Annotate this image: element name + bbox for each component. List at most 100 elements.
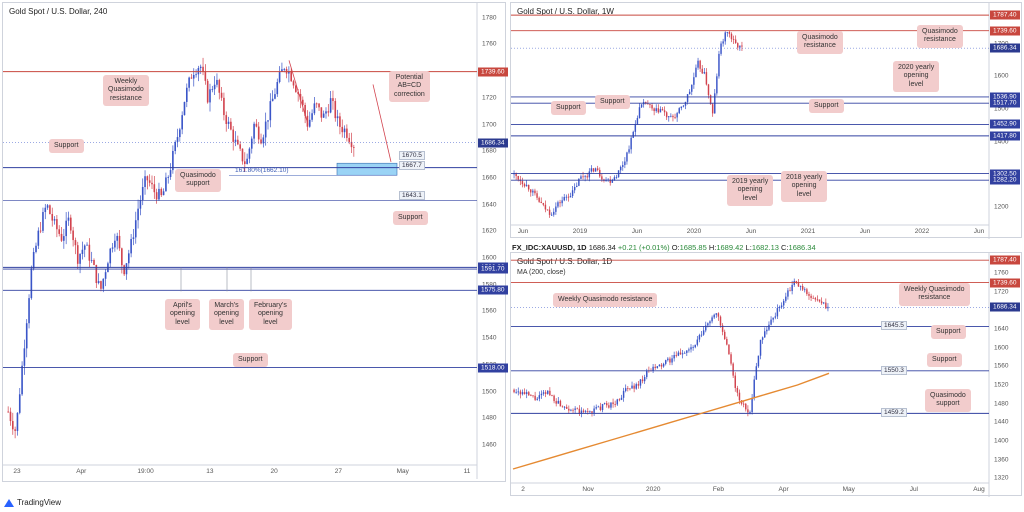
last-price: 1686.34 bbox=[588, 243, 616, 252]
candle bbox=[528, 390, 530, 396]
candle bbox=[688, 89, 691, 95]
candle bbox=[701, 65, 703, 74]
y-tick-label: 1580 bbox=[482, 281, 497, 289]
note-quasimodo-support: Quasimodo support bbox=[175, 169, 221, 192]
abcd-target-zone bbox=[336, 162, 398, 176]
candle bbox=[90, 251, 93, 263]
note-support-c: Support bbox=[809, 99, 844, 114]
candle bbox=[627, 385, 629, 392]
candle bbox=[248, 147, 251, 164]
candle bbox=[53, 216, 56, 225]
candle bbox=[622, 387, 625, 402]
candle bbox=[313, 96, 316, 116]
candle bbox=[267, 120, 269, 130]
x-tick-label: 2 bbox=[521, 486, 525, 493]
candle bbox=[555, 398, 557, 407]
candle bbox=[791, 280, 793, 295]
candle bbox=[674, 113, 676, 120]
candle bbox=[211, 85, 214, 93]
candle bbox=[530, 394, 532, 397]
candle bbox=[93, 258, 95, 266]
candle bbox=[643, 374, 646, 384]
candle bbox=[288, 66, 290, 83]
candle bbox=[692, 345, 694, 351]
candle bbox=[565, 194, 568, 201]
x-tick-label: May bbox=[396, 468, 409, 475]
candle bbox=[102, 278, 105, 293]
candle bbox=[593, 405, 595, 416]
candle bbox=[137, 199, 139, 229]
candle bbox=[691, 84, 693, 96]
candle bbox=[603, 402, 606, 405]
chart-title: Gold Spot / U.S. Dollar, 1D bbox=[517, 257, 613, 266]
note-aprils-opening-level: April's opening level bbox=[165, 299, 200, 331]
candle bbox=[610, 402, 612, 410]
candle bbox=[605, 177, 607, 182]
candle bbox=[192, 68, 195, 87]
candle bbox=[827, 303, 829, 312]
candle bbox=[757, 355, 760, 368]
chart-title: Gold Spot / U.S. Dollar, 240 bbox=[9, 7, 108, 16]
candle bbox=[79, 253, 81, 274]
x-tick-label: Jun bbox=[859, 228, 871, 235]
candle bbox=[699, 59, 701, 72]
candle bbox=[301, 96, 304, 112]
candle bbox=[325, 107, 327, 119]
candle bbox=[681, 349, 684, 359]
candle bbox=[269, 93, 272, 128]
candle bbox=[726, 31, 729, 37]
candle bbox=[234, 131, 237, 147]
candle bbox=[586, 172, 588, 180]
candle bbox=[346, 124, 348, 142]
tradingview-logo-text: TradingView bbox=[17, 498, 62, 507]
candle bbox=[521, 389, 524, 396]
y-tick-label: 1400 bbox=[994, 138, 1009, 146]
candle bbox=[734, 372, 736, 392]
candle bbox=[329, 90, 332, 114]
note-quasimodo-support: Quasimodo support bbox=[925, 389, 971, 412]
candle bbox=[132, 228, 135, 246]
candle bbox=[599, 167, 601, 178]
candle bbox=[732, 362, 734, 379]
candlestick-chart-daily[interactable] bbox=[511, 253, 1023, 497]
candle bbox=[619, 165, 622, 174]
candle bbox=[151, 175, 153, 189]
candle bbox=[716, 73, 718, 96]
candle bbox=[230, 118, 232, 131]
open-value: 1685.85 bbox=[679, 243, 707, 252]
candle bbox=[304, 102, 306, 124]
candle bbox=[766, 326, 768, 335]
candle bbox=[668, 116, 670, 122]
candle bbox=[612, 398, 614, 408]
candle bbox=[594, 167, 597, 172]
candle bbox=[56, 215, 58, 238]
candle bbox=[97, 273, 100, 285]
candle bbox=[95, 264, 98, 289]
candle bbox=[544, 390, 547, 398]
candle bbox=[622, 161, 624, 171]
y-tick-label: 1640 bbox=[994, 325, 1009, 333]
ma-200-line bbox=[512, 372, 830, 470]
y-tick-label: 1400 bbox=[994, 437, 1009, 445]
candle bbox=[801, 283, 804, 292]
candle bbox=[542, 390, 545, 396]
candle bbox=[616, 398, 619, 406]
x-tick-label: 13 bbox=[206, 468, 214, 475]
candle bbox=[544, 200, 547, 213]
candle bbox=[172, 145, 174, 174]
x-tick-label: 23 bbox=[13, 468, 21, 475]
x-tick-label: 2020 bbox=[646, 486, 661, 493]
candlestick-chart-4h[interactable] bbox=[3, 3, 507, 483]
candle bbox=[734, 35, 737, 44]
note-qm-resistance-1: Quasimodo resistance bbox=[797, 31, 843, 54]
candle bbox=[647, 100, 649, 105]
candle bbox=[348, 133, 351, 145]
candle bbox=[770, 316, 772, 326]
tradingview-logo[interactable]: TradingView bbox=[4, 498, 61, 507]
candle bbox=[662, 362, 665, 368]
candle bbox=[695, 64, 697, 78]
candle bbox=[190, 73, 193, 79]
candle bbox=[597, 405, 600, 408]
candle bbox=[18, 388, 21, 415]
candle bbox=[782, 298, 785, 309]
